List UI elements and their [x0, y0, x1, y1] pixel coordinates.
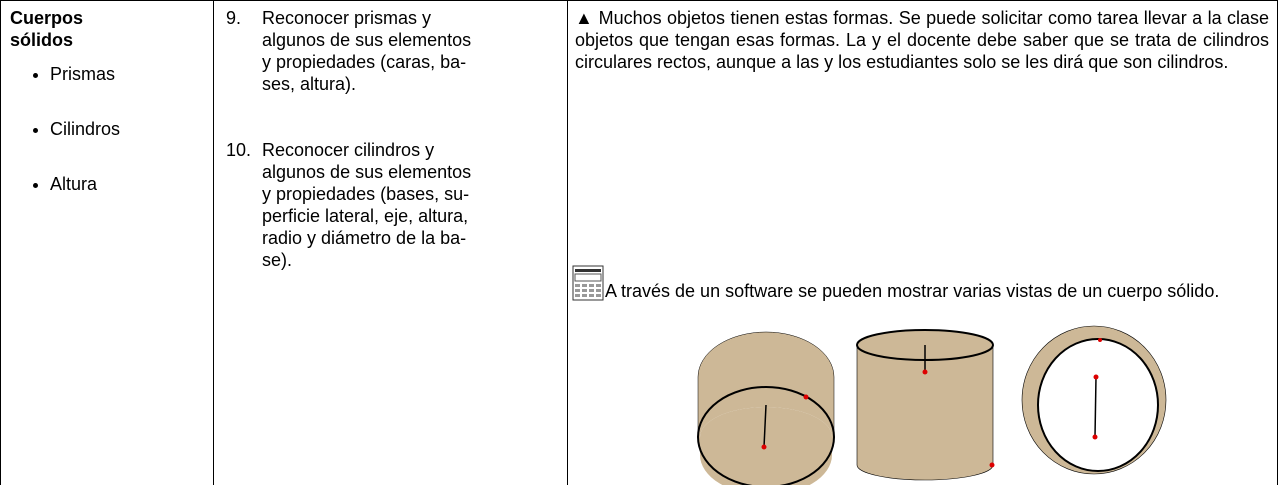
table-border [213, 0, 214, 485]
item-number: 10. [226, 140, 252, 160]
text-line: algunos de sus elementos [262, 30, 472, 50]
cylinders-image [697, 325, 1167, 485]
bullet: Altura [50, 173, 120, 195]
text-line: Reconocer cilindros y [262, 140, 435, 160]
text-line: se). [262, 250, 293, 270]
table-border [567, 0, 568, 485]
heading: Cuerpos sólidos [10, 8, 84, 50]
item-text: Reconocer cilindros y algunos de sus elem… [262, 139, 562, 271]
item-text: Reconocer prismas y algunos de sus elemen… [262, 7, 562, 95]
text-line: Reconocer prismas y [262, 8, 432, 28]
text-line: y propiedades (caras, ba- [262, 52, 467, 72]
bullet: Prismas [50, 63, 120, 85]
paragraph: ▲ Muchos objetos tienen estas formas. Se… [575, 8, 1269, 72]
table-border [0, 0, 1, 485]
bullet-list: Prismas Cilindros Altura [10, 63, 120, 228]
text-line: y propiedades (bases, su- [262, 184, 470, 204]
text-line: perficie lateral, eje, altura, [262, 206, 469, 226]
table-border [0, 0, 1278, 1]
paragraph: A través de un software se pueden mostra… [605, 281, 1220, 301]
software-icon [572, 265, 604, 301]
text-line: radio y diámetro de la ba- [262, 228, 467, 248]
text-line: ses, altura). [262, 74, 357, 94]
item-number: 9. [226, 8, 242, 28]
text-line: algunos de sus elementos [262, 162, 472, 182]
bullet: Cilindros [50, 118, 120, 140]
